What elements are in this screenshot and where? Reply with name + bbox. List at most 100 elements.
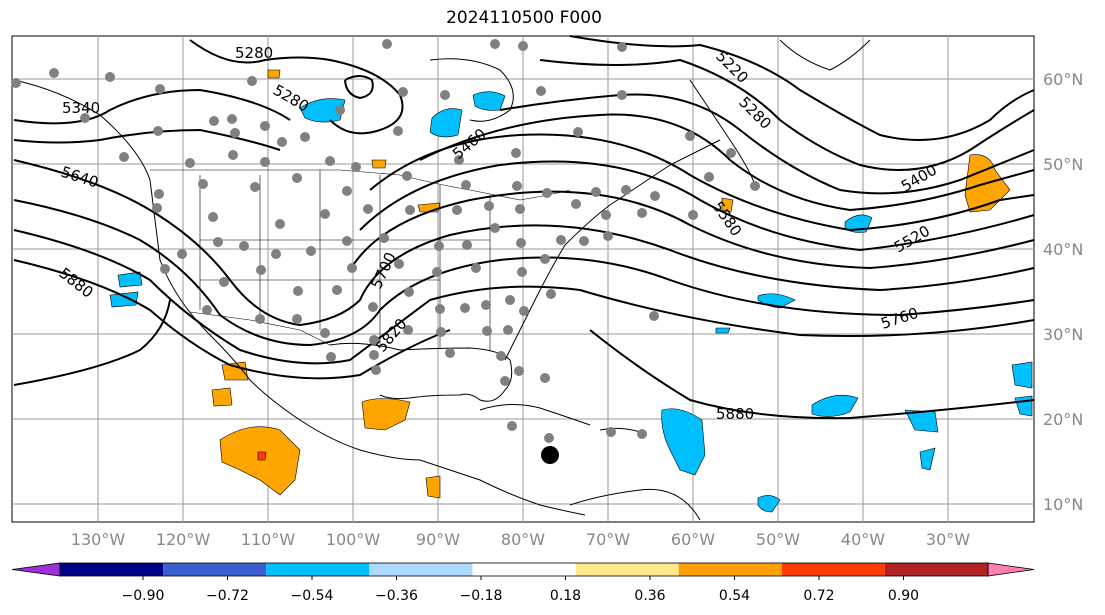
station-marker [617, 42, 627, 52]
station-marker [260, 121, 270, 131]
south-america-north [569, 488, 701, 521]
map-panel: 5280 5280 5340 5460 5640 5880 5700 5820 … [11, 35, 1035, 523]
station-marker [154, 189, 164, 199]
colorbar-border [59, 562, 989, 577]
colorbar-segment [781, 563, 885, 576]
station-marker [726, 148, 736, 158]
colorbar-segment [369, 563, 473, 576]
negative-anomaly [472, 91, 506, 111]
hudson-bay [429, 58, 514, 122]
station-marker [239, 241, 249, 251]
station-marker [481, 300, 491, 310]
station-marker [484, 201, 494, 211]
station-marker [351, 162, 361, 172]
station-marker [650, 191, 660, 201]
station-marker [325, 156, 335, 166]
station-marker [507, 421, 517, 431]
map-title: 2024110500 F000 [446, 8, 602, 28]
station-marker [519, 306, 529, 316]
station-marker [11, 78, 21, 88]
colorbar-tick-label: 0.18 [550, 588, 581, 604]
contour-closed-low [344, 75, 374, 100]
station-marker [512, 181, 522, 191]
station-marker [405, 205, 415, 215]
station-marker [198, 179, 208, 189]
station-marker [335, 105, 345, 115]
station-marker [471, 263, 481, 273]
station-marker [275, 219, 285, 229]
colorbar-tick-label: 0.90 [888, 588, 919, 604]
station-marker [247, 76, 257, 86]
station-marker [432, 267, 442, 277]
station-marker [482, 326, 492, 336]
contour-5760 [13, 229, 1035, 365]
negative-anomaly [757, 495, 781, 513]
positive-anomaly [221, 361, 249, 381]
station-marker [617, 90, 627, 100]
station-marker [460, 303, 470, 313]
station-marker [511, 148, 521, 158]
station-marker [202, 305, 212, 315]
lon-label: 90°W [416, 530, 460, 549]
lon-label: 130°W [71, 530, 126, 549]
lon-label: 50°W [756, 530, 800, 549]
colorbar-segment [472, 563, 576, 576]
colorbar-segment [678, 563, 782, 576]
lat-label: 10°N [1043, 495, 1083, 514]
station-marker [435, 304, 445, 314]
contour-5340 [499, 93, 1035, 195]
cuba [479, 404, 591, 426]
station-marker [517, 267, 527, 277]
station-marker [573, 127, 583, 137]
contour-5880 [13, 299, 1035, 420]
station-marker [402, 171, 412, 181]
station-marker [685, 131, 695, 141]
station-marker [637, 429, 647, 439]
station-marker [49, 68, 59, 78]
station-marker [579, 236, 589, 246]
station-marker [436, 327, 446, 337]
station-marker [403, 325, 413, 335]
station-marker [105, 72, 115, 82]
positive-anomaly [371, 159, 387, 169]
station-markers [11, 39, 760, 443]
lon-label: 120°W [156, 530, 211, 549]
station-marker [260, 157, 270, 167]
station-marker [368, 302, 378, 312]
positive-anomaly [257, 451, 267, 461]
station-marker [394, 259, 404, 269]
station-marker [516, 238, 526, 248]
lat-label: 40°N [1043, 240, 1083, 259]
hispaniola [599, 427, 641, 433]
station-marker [452, 205, 462, 215]
colorbar-arrow-right [987, 562, 1035, 577]
station-marker [540, 254, 550, 264]
negative-anomaly [919, 447, 936, 471]
station-marker [445, 348, 455, 358]
contour-5520 [359, 160, 1035, 252]
colorbar-segment [884, 563, 988, 576]
station-marker [398, 87, 408, 97]
station-marker [213, 237, 223, 247]
station-marker [601, 210, 611, 220]
colorbar-tick-label: −0.18 [460, 588, 503, 604]
station-marker [688, 210, 698, 220]
contour-5460 [369, 133, 1035, 232]
negative-anomaly [1011, 361, 1033, 389]
station-marker [306, 246, 316, 256]
station-marker [637, 208, 647, 218]
lon-label: 30°W [926, 530, 970, 549]
lat-label: 30°N [1043, 325, 1083, 344]
station-marker [155, 84, 165, 94]
station-marker [571, 199, 581, 209]
station-marker [209, 116, 219, 126]
station-marker [503, 325, 513, 335]
contour-label: 5280 [235, 44, 273, 62]
positive-anomaly [425, 475, 441, 499]
greenland [779, 39, 871, 71]
station-marker [542, 188, 552, 198]
station-marker [515, 204, 525, 214]
station-marker [347, 263, 357, 273]
station-marker [185, 158, 195, 168]
contour-5280-east [539, 58, 1035, 171]
